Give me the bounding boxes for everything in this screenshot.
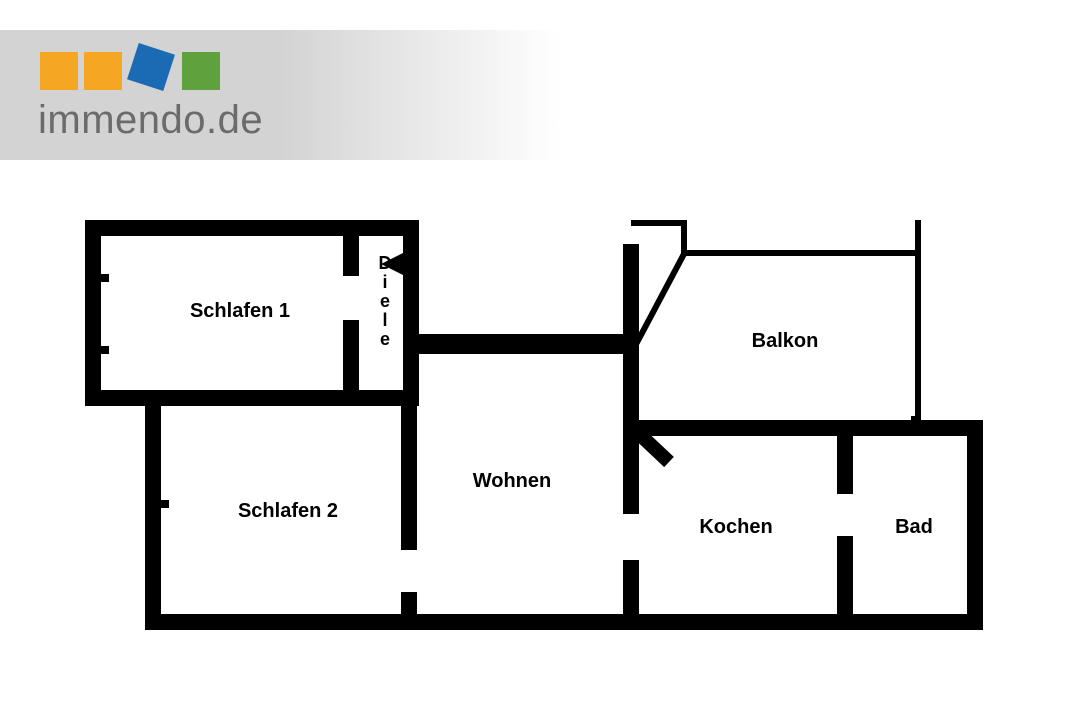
room-label: Bad [869, 516, 959, 539]
wall [343, 320, 359, 406]
wall-diagonal [633, 252, 685, 350]
wall [967, 420, 983, 630]
room-label: Schlafen 1 [145, 300, 335, 323]
logo-banner: immendo.de [0, 30, 560, 160]
room-label: Balkon [705, 330, 865, 353]
wall [401, 592, 417, 630]
wall [623, 560, 639, 630]
wall [85, 274, 109, 282]
wall [145, 500, 169, 508]
room-label: Wohnen [437, 470, 587, 493]
wall [633, 420, 983, 436]
wall [403, 220, 419, 406]
logo-square [84, 52, 122, 90]
wall [85, 346, 109, 354]
wall [837, 536, 853, 630]
floorplan-svg [85, 220, 985, 650]
wall [837, 430, 853, 494]
wall [145, 390, 161, 630]
wall [631, 220, 685, 226]
wall [401, 390, 417, 550]
logo-text: immendo.de [38, 98, 263, 143]
logo-square [182, 52, 220, 90]
wall [681, 220, 687, 254]
wall [85, 390, 415, 406]
room-label-diele: Diele [375, 254, 395, 348]
wall [85, 220, 101, 406]
logo-square [127, 43, 175, 91]
wall [683, 250, 921, 256]
wall [145, 614, 983, 630]
floorplan: Schlafen 1 Schlafen 2 Wohnen Kochen Bad Balko… [85, 220, 985, 650]
room-label: Kochen [661, 516, 811, 539]
logo-square [40, 52, 78, 90]
wall [415, 334, 637, 354]
room-label: Schlafen 2 [193, 500, 383, 523]
